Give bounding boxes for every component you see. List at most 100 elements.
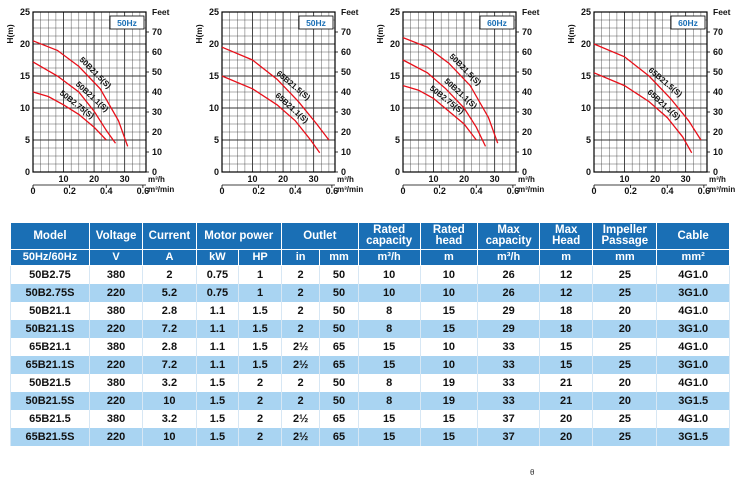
cell-cable: 3G1.0 (656, 284, 730, 302)
y-tick-label: 15 (20, 71, 30, 81)
cell-in: 2½ (280, 428, 321, 446)
cell-hp: 2 (238, 410, 282, 428)
cell-in: 2½ (280, 410, 321, 428)
cell-rh: 10 (419, 338, 479, 356)
cell-mc: 37 (477, 428, 541, 446)
y2-tick-label: 30 (713, 107, 723, 117)
x2-tick-label: 0.6 (137, 186, 150, 196)
hz-badge: 50Hz (306, 18, 326, 28)
y2-axis-label: Feet (713, 7, 731, 17)
y2-tick-label: 70 (522, 27, 532, 37)
th-voltage: Voltage (88, 222, 144, 250)
hz-badge: 60Hz (487, 18, 507, 28)
th-rated-capacity-unit: m³/h (357, 249, 421, 266)
cell-mh: 21 (539, 392, 594, 410)
cell-a: 7.2 (142, 356, 197, 374)
cell-imp: 25 (592, 265, 658, 284)
cell-in: 2 (280, 265, 321, 284)
y-tick-label: 0 (25, 167, 30, 177)
cell-mm: 50 (319, 302, 359, 320)
cell-rh: 10 (419, 356, 479, 374)
y2-tick-label: 40 (713, 87, 723, 97)
y2-tick-label: 30 (341, 107, 351, 117)
x-unit-label: m³/h (337, 175, 354, 184)
cell-in: 2½ (280, 356, 321, 374)
cell-kw: 1.5 (195, 392, 240, 410)
cell-mc: 33 (477, 374, 541, 392)
cell-rh: 10 (419, 265, 479, 284)
cell-rc: 10 (357, 284, 421, 302)
cell-a: 3.2 (142, 374, 197, 392)
x-tick-label: 30 (309, 174, 319, 184)
cell-mm: 65 (319, 428, 359, 446)
y2-tick-label: 20 (341, 127, 351, 137)
cell-mc: 33 (477, 356, 541, 374)
cell-hp: 1.5 (238, 302, 282, 320)
y-tick-label: 20 (209, 39, 219, 49)
th-cable: Cable (656, 222, 730, 250)
cell-imp: 25 (592, 410, 658, 428)
cell-model: 65B21.5S (10, 428, 90, 446)
cell-rc: 8 (357, 320, 421, 338)
cell-mc: 37 (477, 410, 541, 428)
x2-tick-label: 0 (400, 186, 405, 196)
cell-rc: 15 (357, 428, 421, 446)
x2-tick-label: 0.6 (507, 186, 520, 196)
x2-tick-label: 0.6 (326, 186, 339, 196)
th-motor-power: Motor power (195, 222, 282, 250)
y-tick-label: 20 (390, 39, 400, 49)
cell-mm: 65 (319, 338, 359, 356)
x-tick-label: 20 (278, 174, 288, 184)
x-unit-label: m³/h (148, 175, 165, 184)
hz-badge-box (298, 15, 334, 30)
table-row: 65B21.5S 220 10 1.5 2 2½ 65 15 15 37 20 25 3G1.5 (10, 428, 730, 446)
table-body: 50B2.75 380 2 0.75 1 2 50 10 10 26 12 25 4G1.0 50B2.7… (10, 265, 730, 446)
cell-mm: 50 (319, 265, 359, 284)
cell-mm: 50 (319, 392, 359, 410)
cell-model: 50B21.5 (10, 374, 90, 392)
y2-tick-label: 50 (341, 67, 351, 77)
cell-v: 380 (88, 302, 144, 320)
cell-model: 50B2.75 (10, 265, 90, 284)
cell-mc: 33 (477, 392, 541, 410)
y2-axis-label: Feet (522, 7, 540, 17)
cell-rc: 8 (357, 392, 421, 410)
cell-kw: 1.1 (195, 320, 240, 338)
y2-tick-label: 50 (713, 67, 723, 77)
cell-mh: 12 (539, 265, 594, 284)
cell-kw: 1.1 (195, 338, 240, 356)
x-tick-label: 30 (490, 174, 500, 184)
th-outlet-in: in (280, 249, 321, 266)
th-rated-capacity: Rated capacity (357, 222, 421, 250)
y2-tick-label: 10 (152, 147, 162, 157)
cell-a: 3.2 (142, 410, 197, 428)
th-max-head-unit: m (539, 249, 594, 266)
y-tick-label: 20 (20, 39, 30, 49)
series-line (32, 61, 117, 144)
cell-cable: 3G1.5 (656, 428, 730, 446)
y2-tick-label: 40 (341, 87, 351, 97)
table-row: 50B21.1 380 2.8 1.1 1.5 2 50 8 15 29 18 20 4G1.0 (10, 302, 730, 320)
cell-mh: 20 (539, 428, 594, 446)
cell-hp: 1 (238, 265, 282, 284)
th-rated-head: Rated head (419, 222, 479, 250)
x2-tick-label: 0.6 (698, 186, 711, 196)
y2-tick-label: 30 (152, 107, 162, 117)
th-cable-unit: mm² (656, 249, 730, 266)
th-max-capacity: Max capacity (477, 222, 541, 250)
cell-v: 380 (88, 410, 144, 428)
cell-v: 220 (88, 428, 144, 446)
chart-panel-3: 0 5 10 15 20 25 H(m) 0 10 20 30 40 50 60 70 Feet 60Hz 10 2… (375, 7, 544, 196)
x-tick-label: 10 (620, 174, 630, 184)
cell-rc: 15 (357, 356, 421, 374)
cell-model: 65B21.1S (10, 356, 90, 374)
cell-mh: 21 (539, 374, 594, 392)
y2-tick-label: 20 (713, 127, 723, 137)
y-tick-label: 25 (20, 7, 30, 17)
cell-mm: 65 (319, 410, 359, 428)
performance-charts: 0 5 10 15 20 25 H(m) 0 10 20 30 40 50 60 70 Feet 50Hz 10 2… (0, 0, 743, 205)
cell-rc: 10 (357, 265, 421, 284)
hz-badge-box (479, 15, 515, 30)
cell-mh: 15 (539, 356, 594, 374)
y2-tick-label: 0 (341, 167, 346, 177)
